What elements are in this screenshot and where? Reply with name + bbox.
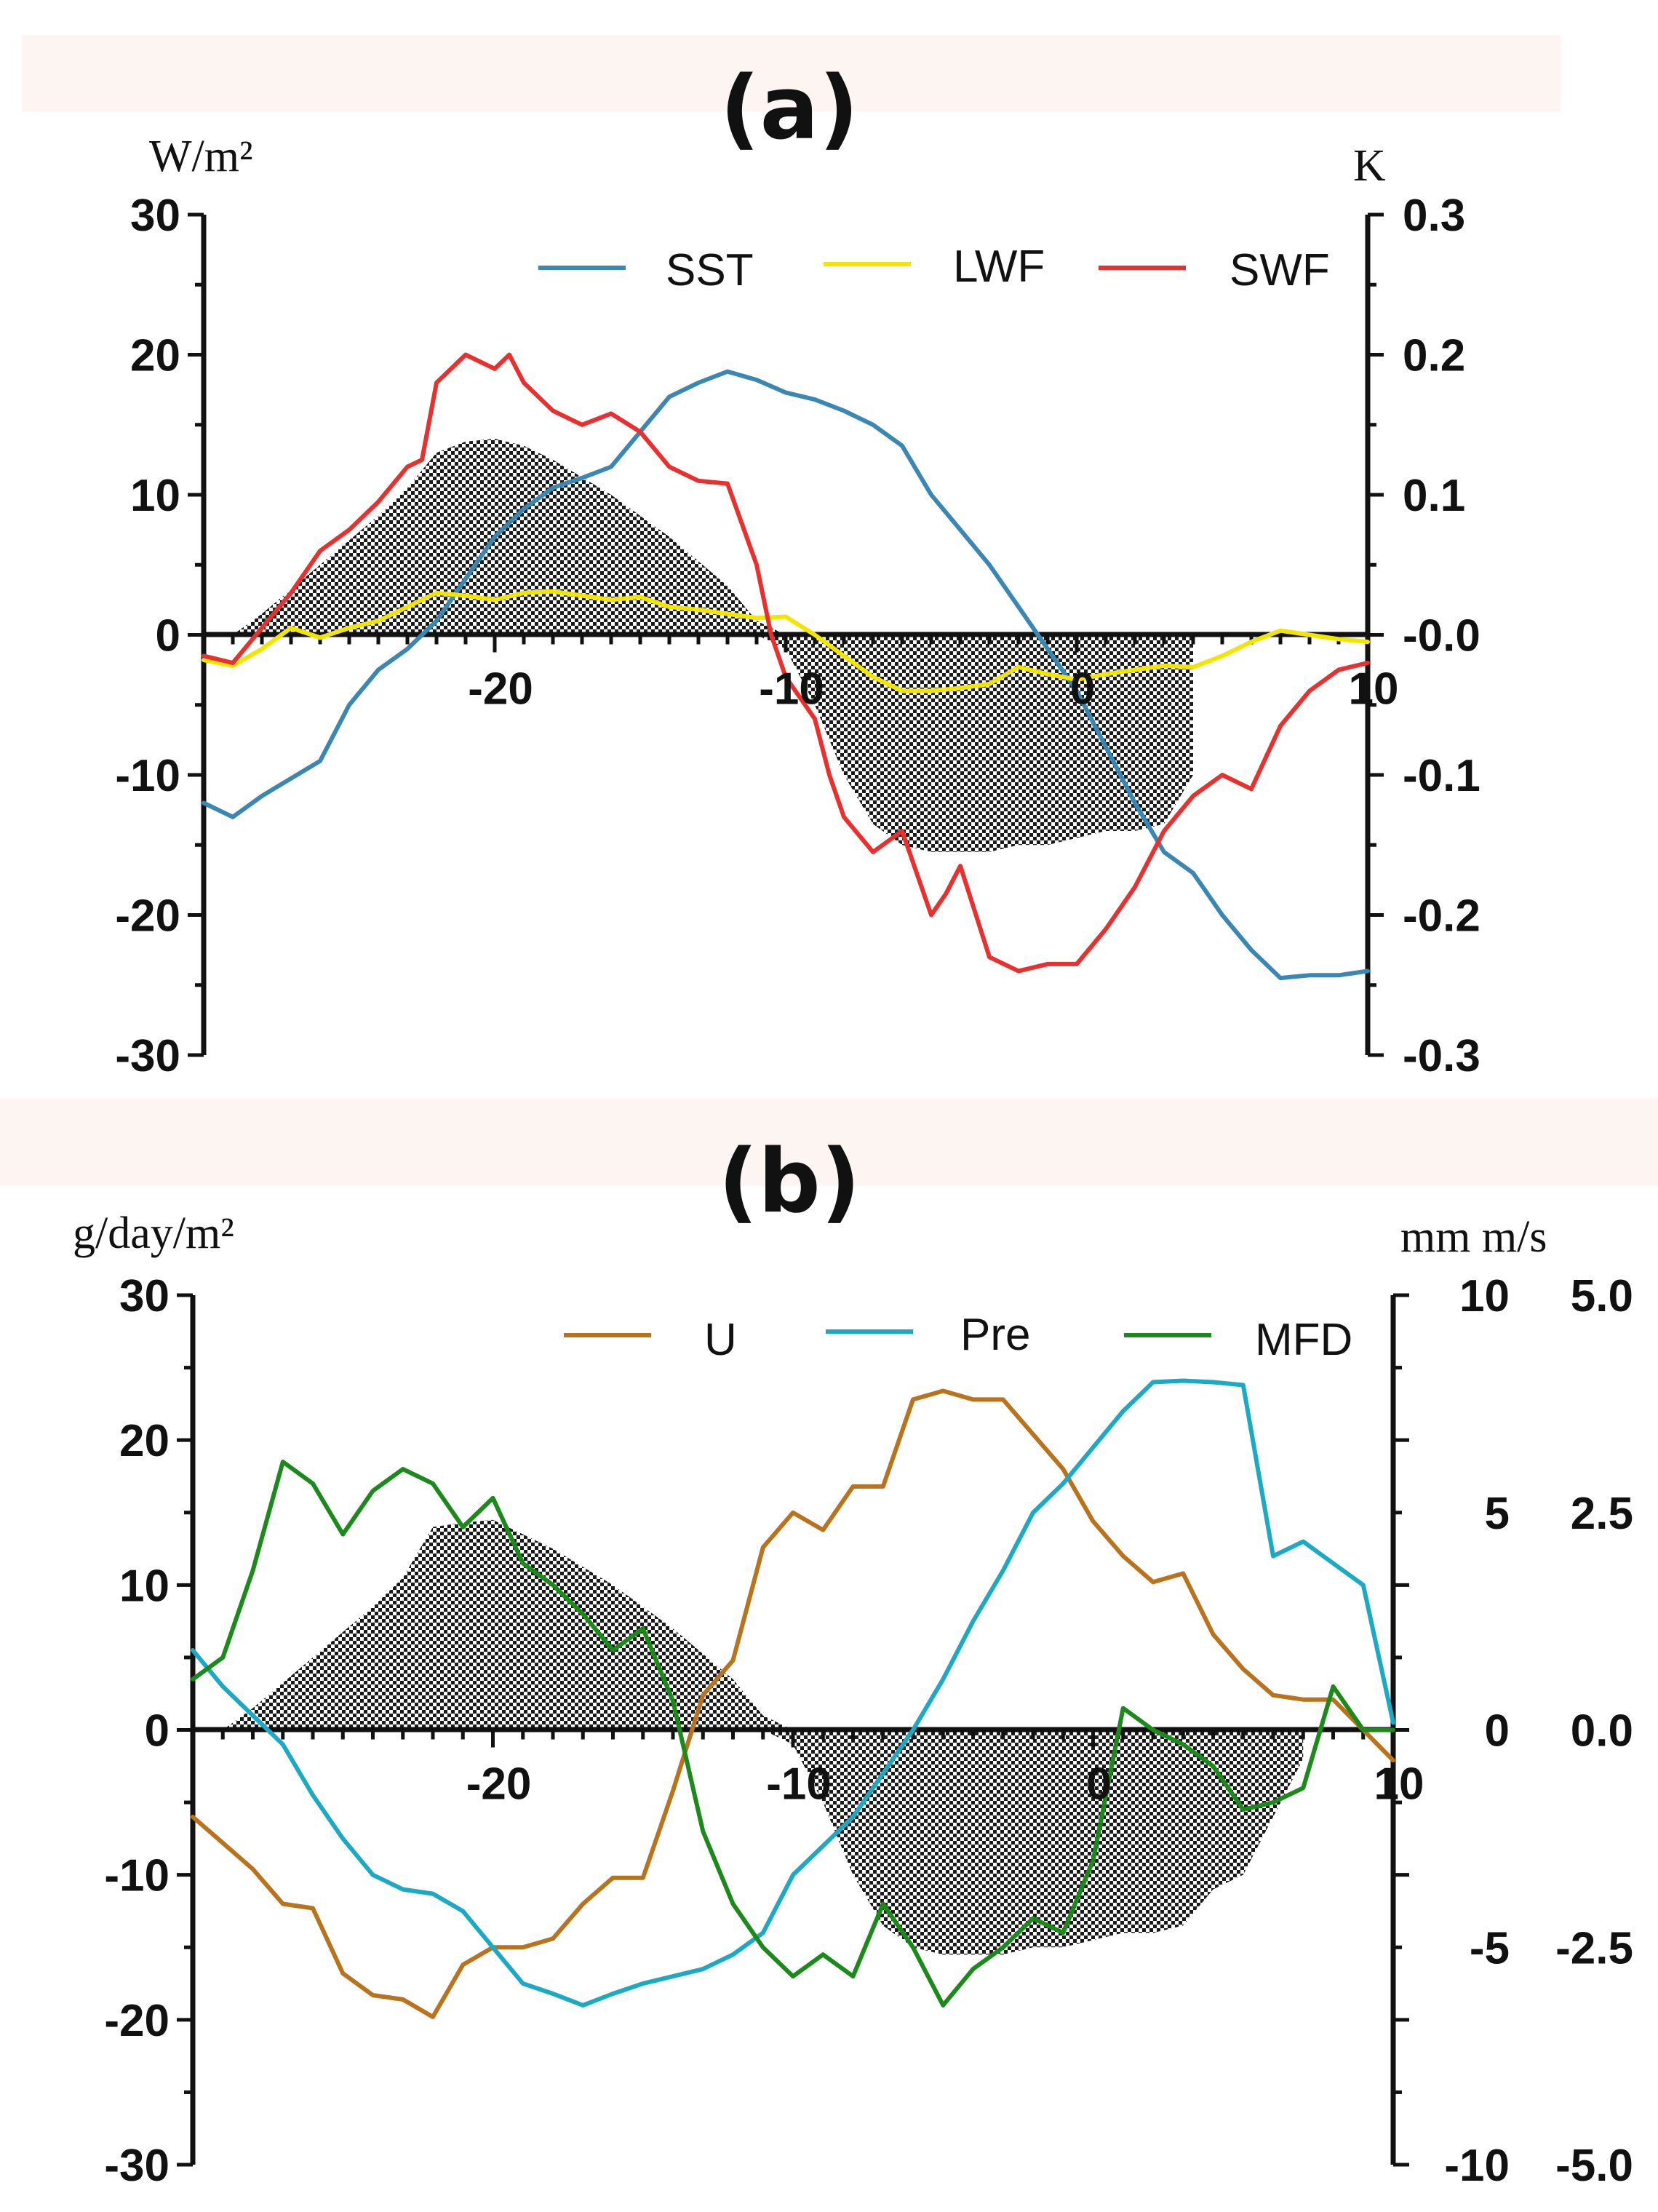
panel-b-shading: [223, 1519, 1304, 1955]
panel-b-left-unit: g/day/m²: [73, 1209, 234, 1258]
panel-a-left-tick-labels: 30 20 10 0 -10 -20 -30: [115, 191, 180, 1081]
panel-b-right-mm-tick-label: -5: [1470, 1923, 1510, 1973]
panel-a-right-tick-labels: 0.3 0.2 0.1 -0.0 -0.1 -0.2 -0.3: [1403, 191, 1480, 1081]
panel-b-right-unit: mm m/s: [1400, 1212, 1547, 1262]
panel-a-left-unit: W/m²: [149, 132, 253, 181]
panel-b-x-tick-label: 0: [1086, 1759, 1111, 1810]
panel-a-left-tick-label: 0: [156, 611, 180, 661]
panel-a-x-tick-label: 10: [1349, 664, 1399, 715]
panel-a-left-tick-label: 30: [130, 191, 180, 241]
legend-label-sst: SST: [666, 245, 754, 295]
series-line-u: [191, 1388, 1395, 2019]
panel-b-title-band: [0, 1099, 1658, 1186]
panel-a-legend: SST LWF SWF: [538, 242, 1330, 295]
panel-a-right-tick-label: 0.1: [1403, 471, 1465, 521]
panel-b-label: (b): [718, 1131, 861, 1233]
panel-a-left-tick-label: -10: [115, 751, 180, 801]
panel-b-right-ms-tick-label: -5.0: [1555, 2141, 1633, 2191]
panel-b-right-ms-tick-label: 5.0: [1571, 1271, 1633, 1321]
panel-b-right-ms-tick-label: -2.5: [1555, 1923, 1633, 1973]
panel-a: (a) W/m² K 30 20 10 0 -10 -20 -30 0.3 0.…: [22, 35, 1561, 1081]
panel-a-shading-negative: [233, 634, 1193, 852]
panel-a-x-tick-labels: -20 -10 0 10: [468, 664, 1398, 715]
series-line-mfd: [191, 1460, 1395, 2008]
panel-b-right-mm-tick-labels: 10 5 0 -5 -10: [1444, 1271, 1510, 2191]
panel-a-title-band: [22, 35, 1561, 111]
panel-b-right-mm-tick-label: 0: [1485, 1706, 1510, 1757]
panel-b-left-tick-label: 10: [119, 1561, 170, 1611]
legend-label-pre: Pre: [960, 1310, 1030, 1360]
panel-a-shading-positive: [233, 439, 1193, 635]
panel-a-left-tick-label: 20: [130, 331, 180, 381]
panel-b-left-tick-label: 20: [119, 1416, 170, 1466]
panel-b-left-tick-label: 30: [119, 1271, 170, 1321]
panel-b-right-mm-tick-label: 10: [1459, 1271, 1510, 1321]
panel-b-lines: [191, 1378, 1395, 2019]
panel-a-right-tick-label: 0.2: [1403, 331, 1465, 381]
panel-a-right-tick-label: -0.0: [1403, 611, 1480, 661]
panel-a-right-tick-label: -0.3: [1403, 1031, 1480, 1081]
panel-b-right-mm-tick-label: 5: [1485, 1489, 1510, 1539]
legend-label-swf: SWF: [1229, 245, 1330, 295]
legend-label-mfd: MFD: [1255, 1315, 1352, 1365]
panel-a-left-tick-label: -30: [115, 1031, 180, 1081]
legend-label-lwf: LWF: [953, 242, 1045, 292]
series-line-swf: [202, 352, 1370, 974]
panel-b-left-tick-label: -20: [104, 1996, 170, 2046]
series-line-pre: [191, 1378, 1395, 2008]
panel-b-left-tick-label: -10: [104, 1851, 170, 1901]
panel-b-x-tick-label: -20: [466, 1759, 532, 1810]
panel-a-right-tick-label: -0.1: [1403, 751, 1480, 801]
panel-b-right-mm-tick-label: -10: [1444, 2141, 1510, 2191]
panel-b-x-tick-labels: -20 -10 0 10: [466, 1759, 1424, 1810]
panel-b-legend: U Pre MFD: [564, 1310, 1352, 1365]
panel-a-x-tick-label: 0: [1070, 664, 1095, 715]
panel-a-right-tick-label: 0.3: [1403, 191, 1465, 241]
panel-b-shading-negative: [223, 1730, 1304, 1955]
panel-b-right-ms-tick-labels: 5.0 2.5 0.0 -2.5 -5.0: [1555, 1271, 1633, 2191]
panel-a-lines: [202, 352, 1370, 981]
panel-b-x-tick-label: -10: [766, 1759, 832, 1810]
panel-b: (b) g/day/m² mm m/s 30 20 10 0 -10 -20 -…: [0, 1099, 1658, 2191]
panel-a-right-unit: K: [1353, 141, 1386, 191]
panel-a-right-tick-label: -0.2: [1403, 891, 1480, 942]
panel-b-shading-positive: [223, 1519, 1304, 1730]
legend-label-u: U: [704, 1315, 737, 1365]
panel-b-left-tick-label: -30: [104, 2141, 170, 2191]
panel-b-right-ms-tick-label: 2.5: [1571, 1489, 1633, 1539]
panel-b-x-tick-label: 10: [1374, 1759, 1424, 1810]
panel-a-x-tick-label: -20: [468, 664, 533, 715]
panel-b-right-ms-tick-label: 0.0: [1571, 1706, 1633, 1757]
panel-b-left-tick-labels: 30 20 10 0 -10 -20 -30: [104, 1271, 170, 2191]
panel-a-left-tick-label: -20: [115, 891, 180, 942]
panel-a-x-tick-label: -10: [759, 664, 824, 715]
panel-b-left-tick-label: 0: [145, 1706, 170, 1757]
panel-a-label: (a): [720, 58, 859, 159]
series-line-sst: [202, 369, 1370, 981]
series-line-lwf: [202, 589, 1370, 693]
panel-a-left-tick-label: 10: [130, 471, 180, 521]
